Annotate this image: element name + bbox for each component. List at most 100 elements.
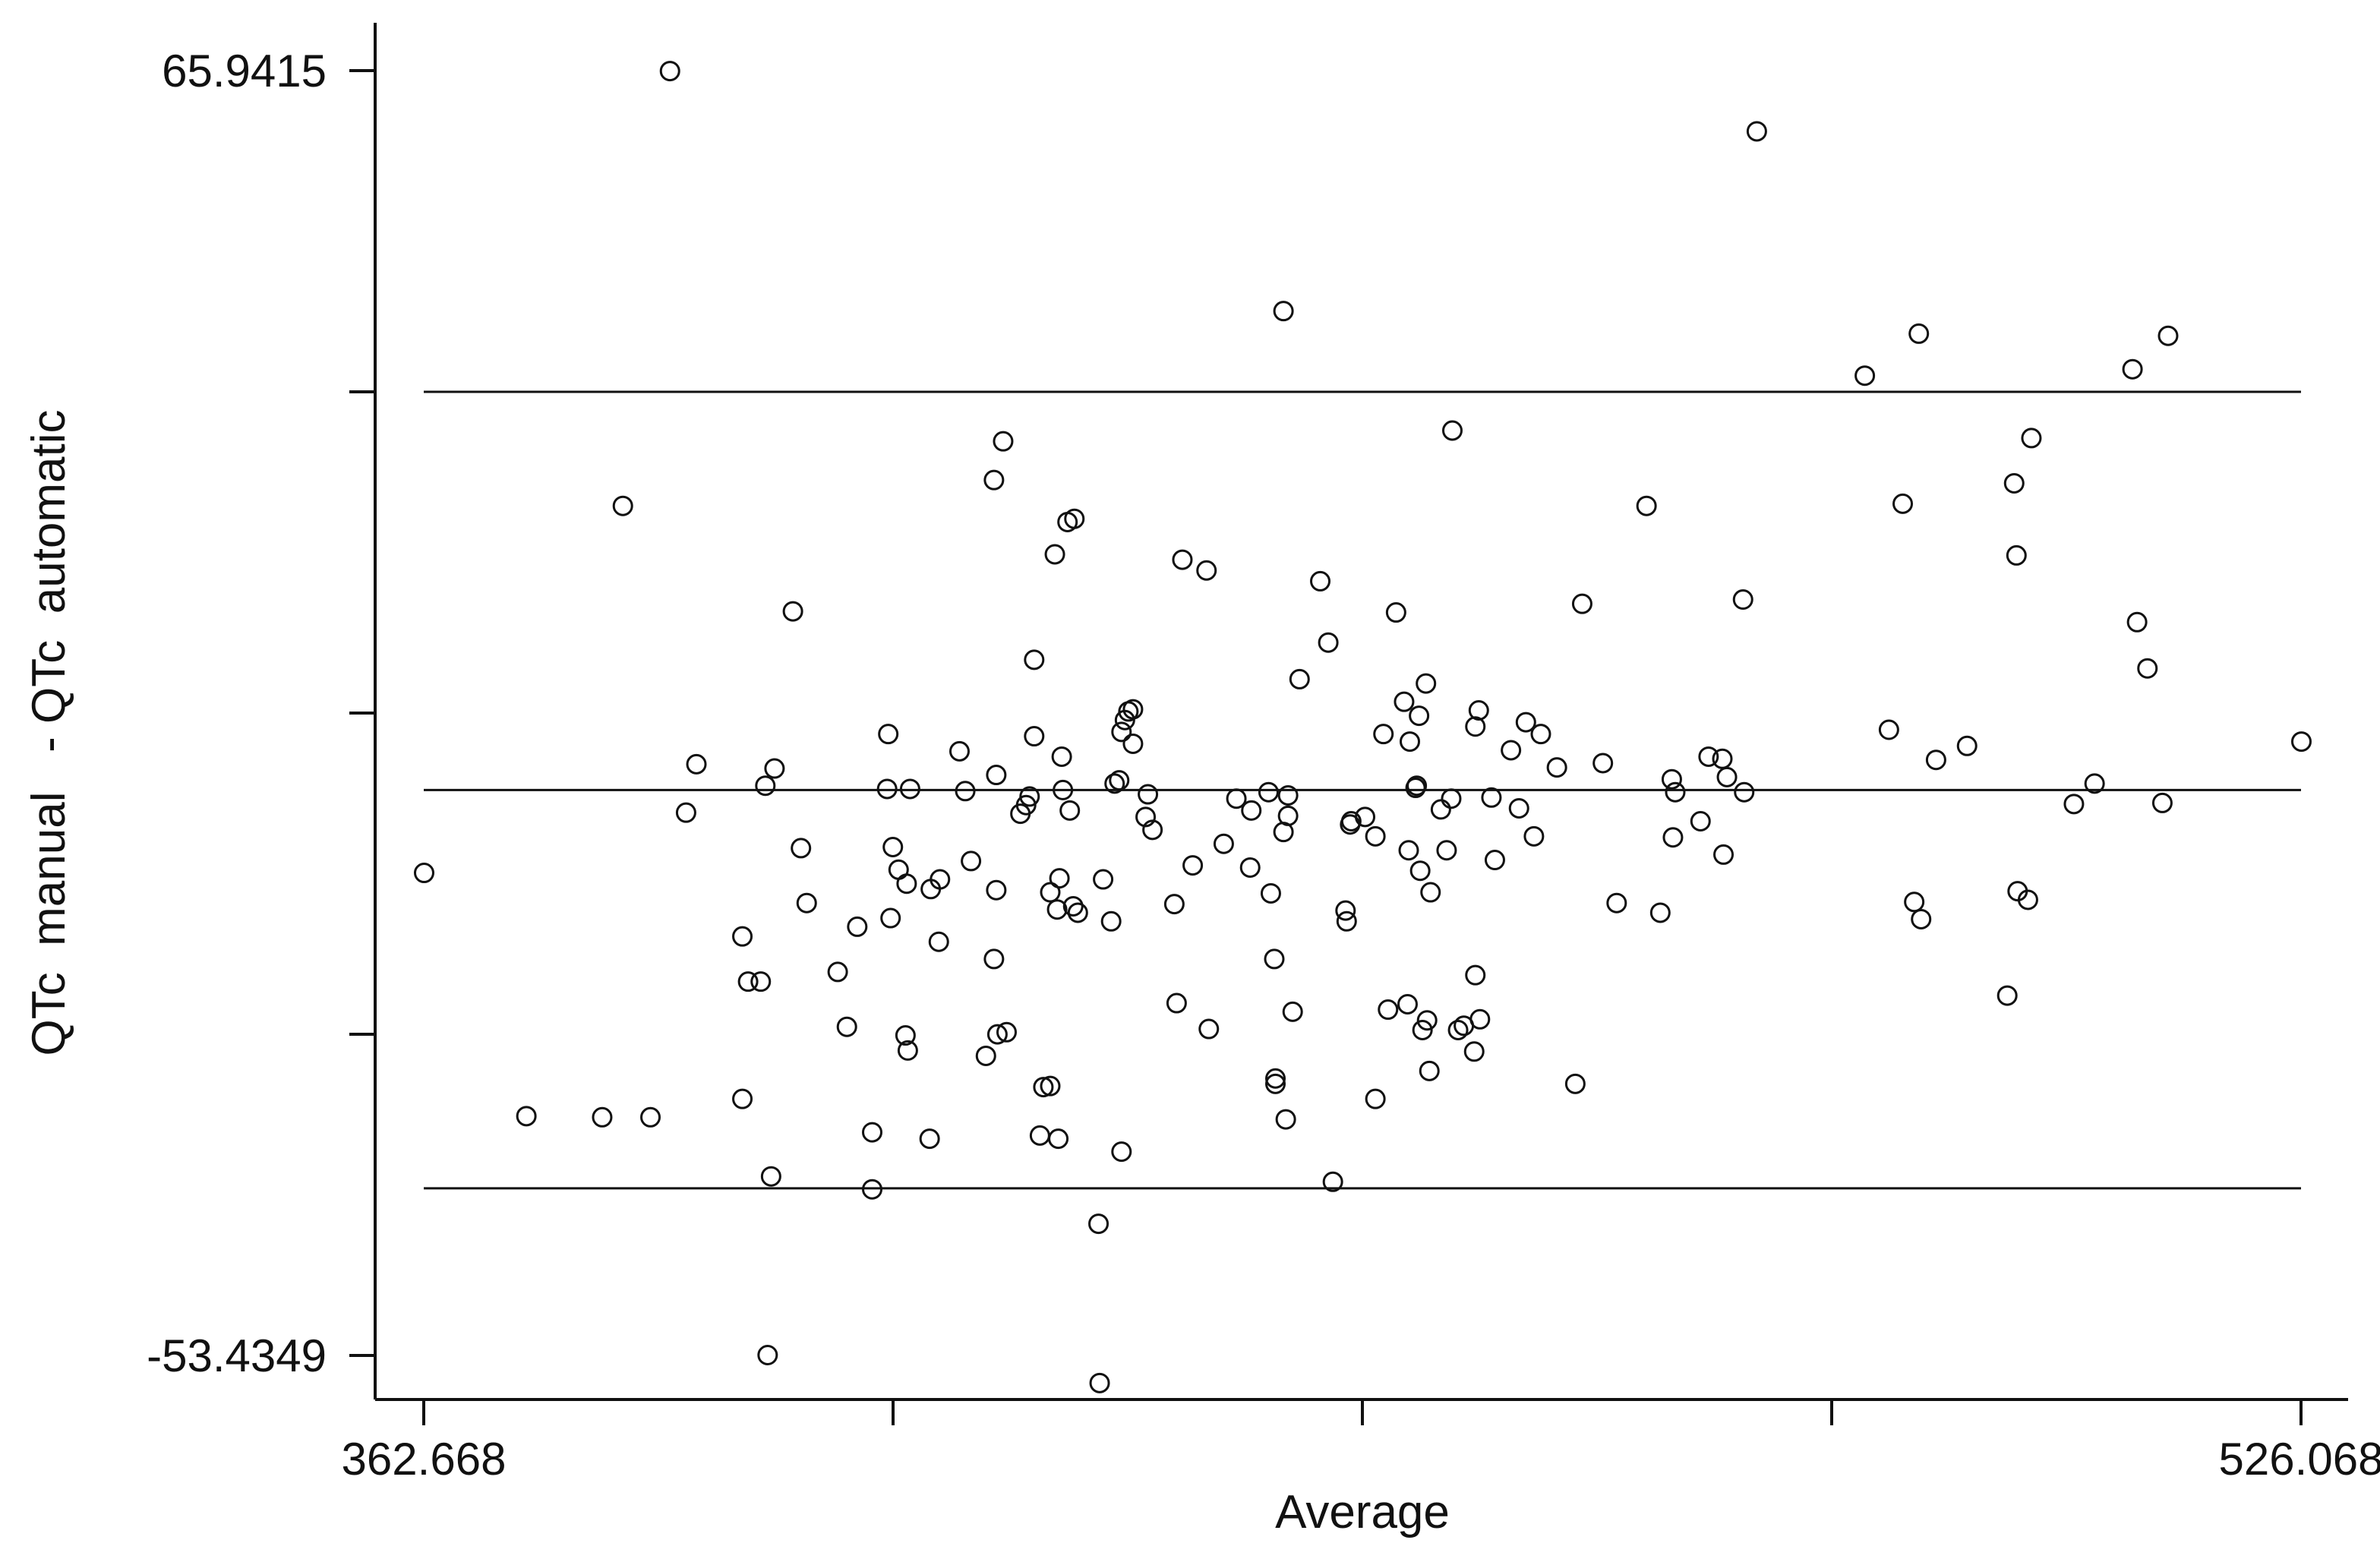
data-point: [880, 907, 901, 929]
data-point: [949, 740, 970, 762]
data-point: [1226, 788, 1247, 809]
data-point: [2006, 544, 2027, 566]
data-point: [1355, 806, 1376, 828]
data-point: [1163, 894, 1185, 915]
data-point: [592, 1106, 613, 1128]
axes: [374, 23, 2348, 1401]
data-point: [1067, 902, 1088, 923]
data-point: [1196, 560, 1217, 581]
data-points: [413, 61, 2312, 1393]
data-point: [1336, 910, 1357, 932]
data-point: [1213, 833, 1234, 854]
data-point: [1515, 712, 1536, 733]
data-point: [1465, 716, 1486, 737]
data-point: [1064, 508, 1085, 529]
data-point: [897, 1040, 918, 1061]
data-point: [1089, 1372, 1110, 1393]
data-point: [861, 1179, 882, 1200]
data-point: [1053, 779, 1074, 800]
data-point: [827, 961, 848, 983]
data-point: [1904, 891, 1925, 913]
data-point: [1716, 766, 1738, 787]
data-point: [1420, 882, 1441, 903]
data-point: [757, 1345, 778, 1366]
data-point: [1019, 786, 1040, 807]
x-tick-label-min: 362.668: [342, 1434, 507, 1485]
data-point: [1104, 773, 1125, 794]
data-point: [961, 850, 982, 872]
data-point: [2084, 773, 2105, 794]
data-point: [2003, 472, 2025, 494]
data-point: [1546, 757, 1567, 778]
data-point: [919, 1128, 940, 1150]
data-point: [1142, 819, 1163, 841]
data-point: [993, 431, 1014, 452]
data-point: [2137, 658, 2158, 679]
data-point: [1436, 840, 1457, 861]
data-point: [1260, 882, 1281, 904]
data-point: [996, 1021, 1017, 1043]
data-point: [796, 892, 817, 914]
data-point: [1416, 673, 1437, 694]
data-point: [1264, 948, 1285, 970]
data-point: [1109, 770, 1130, 791]
data-point: [1397, 993, 1418, 1015]
data-point: [986, 879, 1007, 901]
data-point: [1394, 691, 1415, 712]
data-point: [1908, 323, 1930, 344]
data-point: [1135, 806, 1157, 828]
data-point: [896, 873, 917, 895]
data-point: [1662, 827, 1684, 848]
data-point: [1636, 495, 1657, 516]
data-point: [986, 1024, 1008, 1045]
data-point: [930, 869, 951, 890]
data-point: [1412, 1019, 1433, 1040]
data-point: [882, 837, 904, 858]
data-point: [1732, 589, 1753, 611]
data-point: [760, 1166, 781, 1187]
data-point: [1430, 799, 1451, 820]
data-point: [1409, 705, 1430, 727]
data-point: [1690, 810, 1711, 831]
x-axis-title: Average: [1275, 1486, 1450, 1538]
data-point: [1322, 1171, 1343, 1192]
data-point: [732, 926, 753, 947]
data-point: [1469, 1008, 1491, 1030]
data-point: [1698, 746, 1719, 767]
data-point: [1122, 699, 1144, 720]
data-point: [675, 802, 696, 823]
data-point: [2126, 611, 2148, 633]
data-point: [1277, 805, 1299, 826]
data-point: [1111, 1141, 1132, 1163]
data-point: [1925, 749, 1946, 771]
data-point: [899, 778, 920, 800]
data-point: [2021, 428, 2042, 449]
data-point: [2122, 358, 2143, 380]
data-point: [1111, 721, 1132, 743]
y-tick-label-min: -53.4349: [147, 1330, 327, 1381]
data-point: [1385, 602, 1406, 623]
y-axis-title: QTc manual - QTc automatic: [23, 409, 75, 1056]
data-point: [1892, 493, 1914, 514]
data-point: [782, 601, 803, 622]
data-point: [983, 469, 1005, 491]
data-point: [1996, 985, 2018, 1006]
data-point: [861, 1122, 882, 1143]
data-point: [895, 1025, 916, 1046]
data-point: [1400, 731, 1421, 753]
data-point: [1088, 1213, 1110, 1235]
data-point: [876, 778, 898, 800]
data-point: [1122, 733, 1144, 754]
data-point: [986, 765, 1007, 786]
data-point: [750, 971, 772, 992]
data-point: [1956, 735, 1978, 756]
data-point: [1378, 999, 1399, 1021]
data-point: [1182, 855, 1204, 876]
data-point: [1571, 593, 1592, 614]
data-point: [1468, 700, 1489, 721]
data-point: [1048, 1128, 1069, 1150]
data-point: [686, 753, 707, 775]
data-point: [2290, 731, 2312, 753]
data-point: [1024, 649, 1045, 671]
